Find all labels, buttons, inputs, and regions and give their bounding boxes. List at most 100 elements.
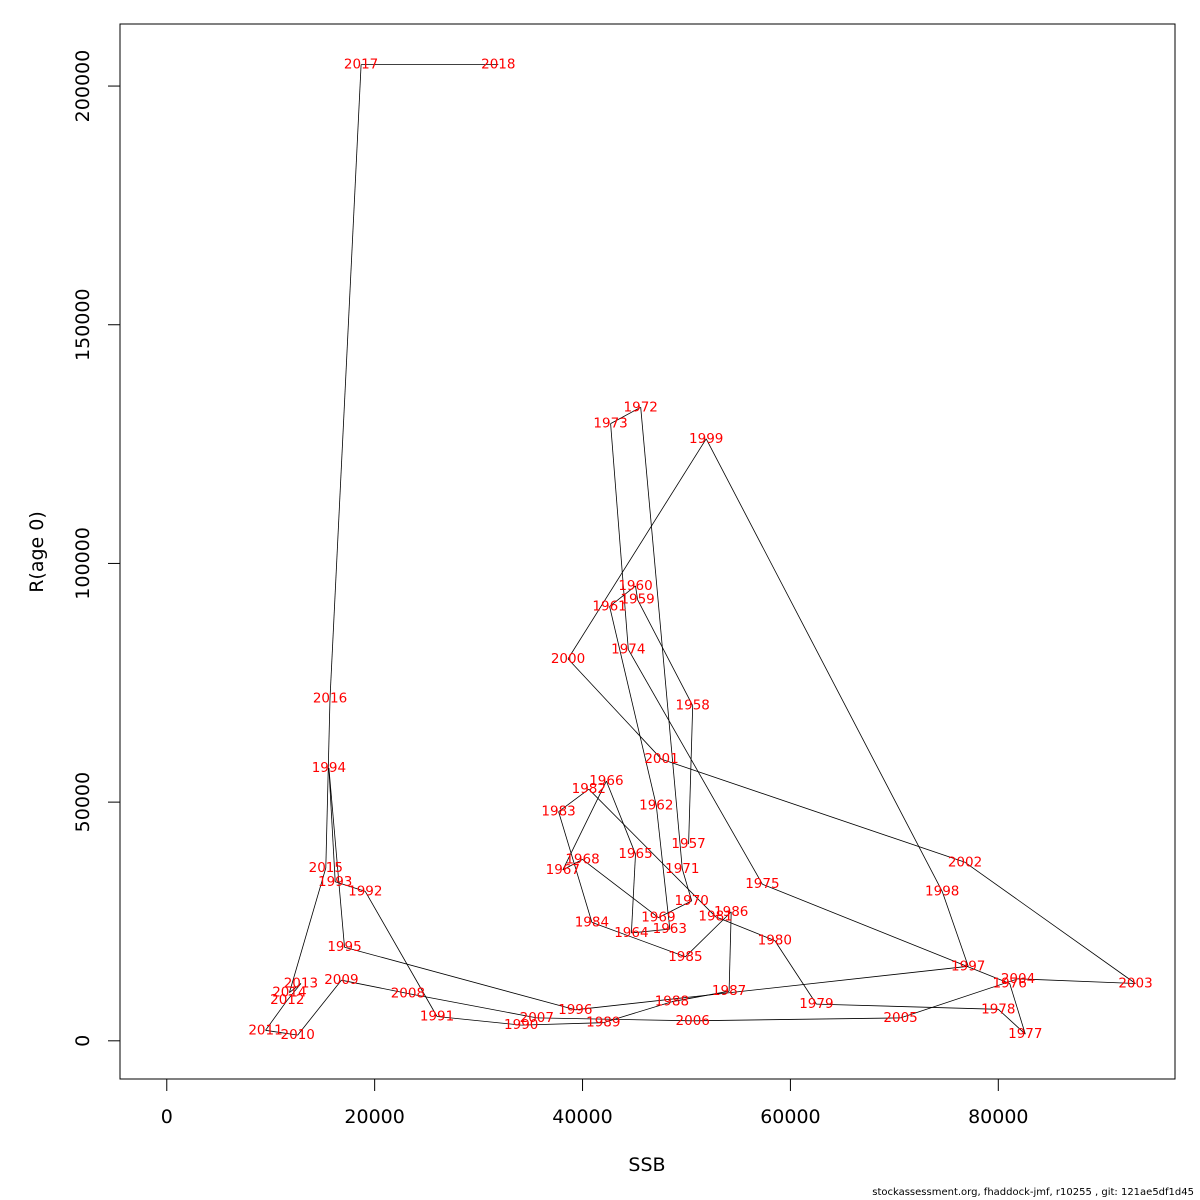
year-label: 1966 xyxy=(589,773,623,789)
trajectory-segment xyxy=(661,758,966,863)
trajectory-segment xyxy=(562,859,583,871)
trajectory-segment xyxy=(635,585,638,600)
trajectory-segment xyxy=(762,883,1010,984)
trajectory-segment xyxy=(627,649,763,885)
trajectory-segment xyxy=(631,928,670,934)
trajectory-segment xyxy=(591,922,686,958)
year-label: 1998 xyxy=(925,883,959,899)
trajectory-segment xyxy=(640,407,683,870)
year-label: 2009 xyxy=(324,972,358,988)
year-label: 1987 xyxy=(712,983,746,999)
trajectory-segment xyxy=(436,1016,522,1026)
year-label: 1976 xyxy=(993,976,1027,992)
year-label: 1995 xyxy=(327,939,361,955)
year-label: 1992 xyxy=(348,883,382,899)
year-label: 1970 xyxy=(675,893,709,909)
trajectory-segment xyxy=(567,438,707,660)
x-tick-label: 40000 xyxy=(552,1106,612,1128)
year-label: 1971 xyxy=(665,861,699,877)
x-tick-label: 0 xyxy=(161,1106,173,1128)
trajectory-segment xyxy=(609,606,657,806)
trajectory-segment xyxy=(521,1022,604,1026)
year-label: 1962 xyxy=(639,798,673,814)
x-axis-title: SSB xyxy=(628,1154,665,1176)
trajectory-segment xyxy=(816,1003,999,1010)
year-label: 2013 xyxy=(284,976,318,992)
trajectory-segment xyxy=(610,406,641,424)
trajectory-segment xyxy=(610,423,629,650)
trajectory-segment xyxy=(692,1017,901,1022)
year-label: 1989 xyxy=(586,1015,620,1031)
year-label: 1993 xyxy=(318,874,352,890)
trajectory-segment xyxy=(536,1017,693,1022)
trajectory-segment xyxy=(265,999,288,1031)
trajectory-segment xyxy=(688,705,694,845)
y-tick-label: 100000 xyxy=(72,527,94,600)
year-label: 2010 xyxy=(281,1027,315,1043)
year-label: 1968 xyxy=(565,851,599,867)
trajectory-segment xyxy=(658,900,692,918)
year-label: 1979 xyxy=(799,996,833,1012)
trajectory-segment xyxy=(681,868,693,902)
year-label: 2016 xyxy=(313,691,347,707)
year-label: 1967 xyxy=(546,862,580,878)
year-label: 1964 xyxy=(614,925,648,941)
trajectory-segment xyxy=(286,983,302,1001)
trajectory-segment xyxy=(328,768,336,882)
axes: 0 20000 40000 60000 80000 0 50000 100000 150000 2… xyxy=(72,50,1029,1128)
footer-note: stockassessment.org, fhaddock-jmf, r1025… xyxy=(872,1187,1194,1198)
year-label: 1990 xyxy=(504,1017,538,1033)
trajectory-segment xyxy=(631,854,636,933)
year-label: 2014 xyxy=(272,985,306,1001)
year-label: 1997 xyxy=(951,958,985,974)
year-label: 1961 xyxy=(592,598,626,614)
trajectory-segment xyxy=(671,990,730,1003)
trajectory-segment xyxy=(705,438,943,892)
x-tick-label: 60000 xyxy=(760,1106,820,1128)
trajectory-segment xyxy=(297,979,342,1036)
y-tick-label: 50000 xyxy=(72,772,94,832)
trajectory-segment xyxy=(325,698,331,869)
trajectory-segment xyxy=(900,978,1019,1019)
year-label: 2001 xyxy=(644,751,678,767)
trajectory-segment xyxy=(289,983,302,993)
year-label: 1978 xyxy=(981,1001,1015,1017)
year-label: 1984 xyxy=(575,914,609,930)
trajectory-segment xyxy=(341,979,408,994)
trajectory-segment xyxy=(344,946,576,1011)
y-tick-label: 150000 xyxy=(72,288,94,361)
trajectory-segment xyxy=(407,993,537,1019)
year-label: 1958 xyxy=(676,698,710,714)
y-axis-title: R(age 0) xyxy=(26,511,48,593)
year-label: 2018 xyxy=(481,57,515,73)
year-label: 2004 xyxy=(1001,971,1035,987)
trajectory-segment xyxy=(941,891,969,967)
year-label: 2015 xyxy=(309,860,343,876)
year-label: 2011 xyxy=(248,1022,282,1038)
trajectory-segment xyxy=(685,911,732,958)
trajectory-segment xyxy=(329,64,362,699)
y-tick-label: 0 xyxy=(72,1035,94,1047)
trajectory-segment xyxy=(562,780,607,871)
year-label: 1981 xyxy=(698,909,732,925)
year-label: 1959 xyxy=(620,592,654,608)
year-label: 1994 xyxy=(312,760,346,776)
trajectory-segment xyxy=(964,861,1136,984)
y-tick-label: 200000 xyxy=(72,50,94,123)
year-label: 2006 xyxy=(676,1013,710,1029)
trajectory-segment xyxy=(774,940,817,1005)
x-tick-label: 20000 xyxy=(344,1106,404,1128)
trajectory-segment xyxy=(637,599,694,706)
year-label: 1963 xyxy=(653,921,687,937)
trajectory-segment xyxy=(335,881,366,892)
year-label: 1957 xyxy=(671,836,705,852)
year-label: 1977 xyxy=(1008,1026,1042,1042)
trajectory-segment xyxy=(1017,978,1136,984)
year-label: 2007 xyxy=(520,1010,554,1026)
trajectory-segment xyxy=(558,788,590,813)
trajectory-segment xyxy=(606,780,636,855)
trajectory-segment xyxy=(289,867,327,993)
year-label: 1960 xyxy=(618,578,652,594)
year-label: 1988 xyxy=(655,994,689,1010)
